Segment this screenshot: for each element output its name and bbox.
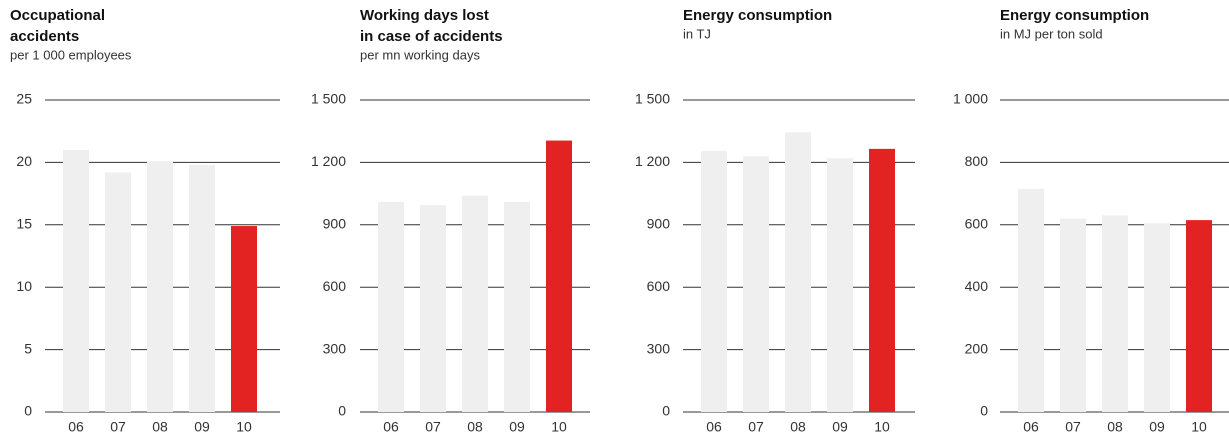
x-tick-label: 07 bbox=[748, 419, 764, 435]
y-tick-label: 0 bbox=[24, 403, 32, 419]
y-tick-label: 25 bbox=[16, 91, 32, 107]
x-tick-label: 06 bbox=[706, 419, 722, 435]
bar bbox=[378, 201, 404, 412]
x-tick-label: 07 bbox=[110, 419, 126, 435]
chart-title: Occupational bbox=[10, 7, 105, 24]
chart-subtitle: in MJ per ton sold bbox=[1000, 26, 1103, 41]
y-tick-label: 600 bbox=[323, 278, 347, 294]
bar bbox=[231, 226, 257, 412]
x-tick-label: 06 bbox=[383, 419, 399, 435]
bar bbox=[1018, 188, 1044, 412]
x-tick-label: 08 bbox=[152, 419, 168, 435]
y-tick-label: 600 bbox=[965, 216, 989, 232]
x-tick-label: 09 bbox=[832, 419, 848, 435]
bar bbox=[420, 205, 446, 412]
x-tick-label: 10 bbox=[874, 419, 890, 435]
y-tick-label: 1 500 bbox=[635, 91, 670, 107]
x-tick-label: 10 bbox=[236, 419, 252, 435]
y-tick-label: 300 bbox=[323, 340, 347, 356]
x-tick-label: 06 bbox=[1023, 419, 1039, 435]
x-tick-label: 06 bbox=[68, 419, 84, 435]
x-tick-label: 10 bbox=[1191, 419, 1207, 435]
chart-title: Energy consumption bbox=[683, 7, 832, 24]
y-tick-label: 1 200 bbox=[311, 153, 346, 169]
x-tick-label: 09 bbox=[1149, 419, 1165, 435]
bar bbox=[189, 164, 215, 412]
y-tick-label: 1 500 bbox=[311, 91, 346, 107]
y-tick-label: 200 bbox=[965, 340, 989, 356]
chart-title: Energy consumption bbox=[1000, 7, 1149, 24]
x-tick-label: 10 bbox=[551, 419, 567, 435]
bar bbox=[1060, 218, 1086, 412]
y-tick-label: 0 bbox=[338, 403, 346, 419]
x-tick-label: 08 bbox=[1107, 419, 1123, 435]
y-tick-label: 15 bbox=[16, 216, 32, 232]
bar bbox=[546, 140, 572, 412]
bar bbox=[869, 148, 895, 412]
chart-title: Working days lost bbox=[360, 7, 489, 24]
chart-title: accidents bbox=[10, 28, 79, 45]
y-tick-label: 0 bbox=[662, 403, 670, 419]
y-tick-label: 20 bbox=[16, 153, 32, 169]
x-tick-label: 08 bbox=[790, 419, 806, 435]
bar bbox=[827, 158, 853, 412]
y-tick-label: 300 bbox=[647, 340, 671, 356]
x-tick-label: 09 bbox=[509, 419, 525, 435]
y-tick-label: 0 bbox=[980, 403, 988, 419]
bar bbox=[743, 156, 769, 412]
y-tick-label: 600 bbox=[647, 278, 671, 294]
bar bbox=[1144, 223, 1170, 412]
x-tick-label: 07 bbox=[425, 419, 441, 435]
y-tick-label: 900 bbox=[647, 216, 671, 232]
y-tick-label: 1 200 bbox=[635, 153, 670, 169]
y-tick-label: 900 bbox=[323, 216, 347, 232]
chart-subtitle: in TJ bbox=[683, 26, 711, 41]
y-tick-label: 10 bbox=[16, 278, 32, 294]
chart-subtitle: per mn working days bbox=[360, 47, 480, 62]
bar bbox=[147, 161, 173, 412]
y-tick-label: 1 000 bbox=[953, 91, 988, 107]
x-tick-label: 09 bbox=[194, 419, 210, 435]
bar bbox=[701, 150, 727, 412]
y-tick-label: 5 bbox=[24, 340, 32, 356]
x-tick-label: 08 bbox=[467, 419, 483, 435]
bar bbox=[504, 201, 530, 412]
bar bbox=[1102, 215, 1128, 412]
bar bbox=[105, 172, 131, 412]
bar bbox=[785, 132, 811, 413]
bar bbox=[1186, 220, 1212, 412]
chart-subtitle: per 1 000 employees bbox=[10, 47, 132, 62]
bar bbox=[462, 195, 488, 412]
y-tick-label: 400 bbox=[965, 278, 989, 294]
y-tick-label: 800 bbox=[965, 153, 989, 169]
chart-title: in case of accidents bbox=[360, 28, 503, 45]
bar bbox=[63, 149, 89, 413]
x-tick-label: 07 bbox=[1065, 419, 1081, 435]
